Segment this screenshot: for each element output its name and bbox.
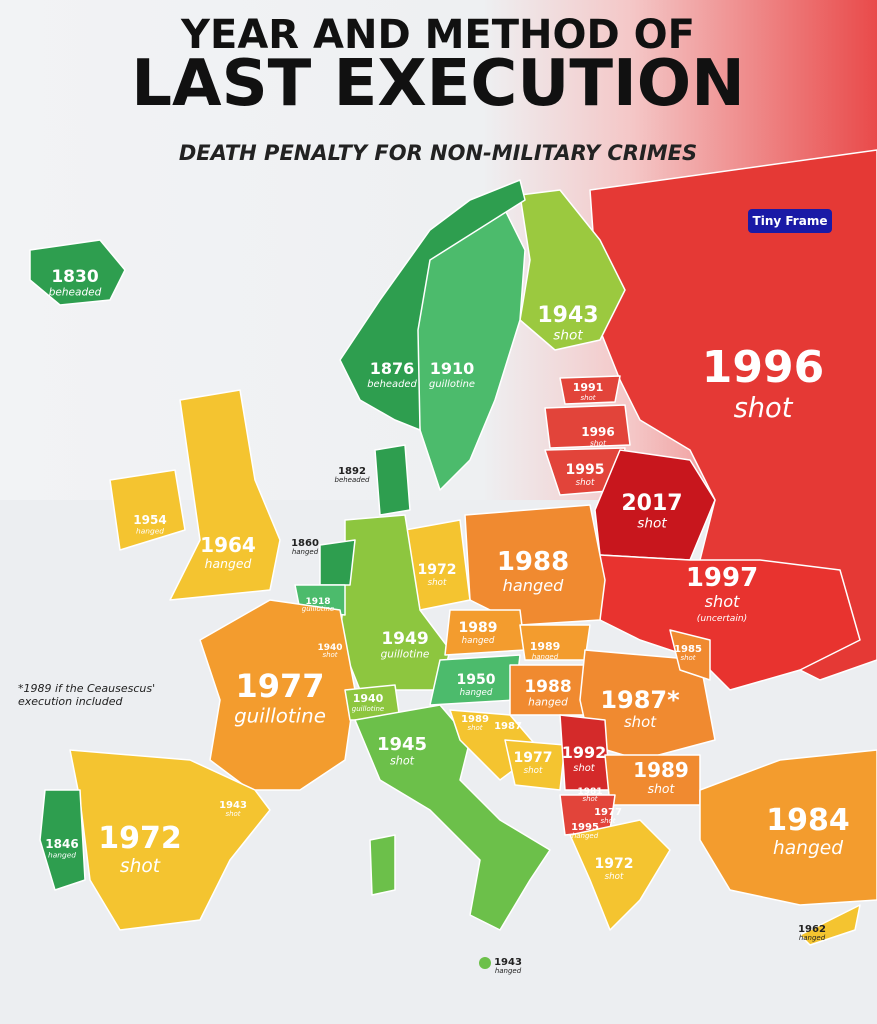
label-year: 1985 [674, 644, 702, 655]
label-method: shot [648, 781, 676, 796]
label-year: 1892 [338, 466, 366, 477]
label-method: shot [524, 766, 543, 776]
label-year: 1950 [457, 672, 496, 688]
badge-box [748, 209, 832, 233]
label-year: 1991 [573, 381, 604, 394]
label-method: hanged [799, 934, 826, 942]
label-method: shot [467, 724, 482, 732]
label-year: 1992 [562, 743, 607, 762]
title-line-1: YEAR AND METHOD OF [180, 12, 695, 58]
label-year: 1984 [766, 803, 850, 838]
label-year: 1989 [461, 714, 489, 725]
label-year: 1964 [200, 533, 256, 557]
label-method: hanged [48, 851, 76, 860]
countries [29, 149, 877, 969]
label-year: 1830 [51, 267, 98, 287]
label-year: 2017 [621, 491, 682, 516]
label-year: 1949 [381, 629, 428, 649]
footnote-box: *1989 if the Ceausescus' execution inclu… [18, 682, 156, 708]
label-year: 1977 [235, 667, 324, 705]
label-method: shot [580, 394, 595, 402]
label-method: hanged [528, 697, 568, 709]
label-method: shot [734, 393, 794, 424]
badge: Tiny Frame [753, 214, 828, 228]
label-method: shot [120, 856, 161, 877]
label-year: 1989 [633, 758, 689, 782]
label-year: 1962 [798, 924, 826, 935]
label-year: 1918 [305, 597, 330, 607]
label-note: (uncertain) [697, 614, 747, 624]
label-year: 1977 [514, 750, 553, 766]
label-method: shot [582, 795, 597, 803]
title-line-2: LAST EXECUTION [131, 47, 745, 121]
label-year: 1860 [291, 538, 319, 549]
label-method: beheaded [49, 287, 102, 299]
label-method: hanged [532, 653, 559, 661]
label-year: 1977 [594, 807, 622, 818]
label-year: 1940 [353, 692, 384, 705]
label-year: 1972 [98, 821, 182, 856]
label-method: hanged [495, 967, 522, 975]
label-year: 1981 [577, 787, 602, 797]
label-method: hanged [205, 556, 252, 571]
label-method: shot [322, 651, 337, 659]
label-year: 1972 [418, 562, 457, 578]
label-method: shot [605, 872, 624, 882]
label-method: guillotine [429, 379, 475, 390]
label-method: shot [680, 654, 695, 662]
label-year: 1996 [581, 425, 614, 439]
label-method: hanged [460, 688, 493, 698]
label-method: shot [576, 478, 595, 488]
label-year: 1910 [430, 359, 475, 378]
label-year: 1997 [686, 563, 758, 593]
label-year: 1989 [459, 620, 498, 636]
label-method: guillotine [352, 705, 384, 713]
label-method: shot [590, 439, 607, 448]
label-year: 1943 [494, 957, 522, 968]
label-method: beheaded [367, 379, 417, 390]
label-year: 1945 [377, 734, 427, 755]
label-method: hanged [503, 576, 564, 595]
label-method: shot [553, 328, 583, 344]
label-year: 1987 [494, 721, 522, 732]
footnote: *1989 if the Ceausescus' execution inclu… [18, 682, 156, 708]
label-year: 1989 [530, 640, 561, 653]
label-method: shot [428, 578, 447, 588]
subtitle: DEATH PENALTY FOR NON-MILITARY CRIMES [179, 141, 697, 165]
label-year: 1995 [571, 822, 599, 833]
label-method: shot [225, 810, 240, 818]
label-year: 1995 [566, 462, 605, 478]
label-year: 1988 [497, 547, 569, 577]
label-method: hanged [292, 548, 319, 556]
label-method: beheaded [335, 476, 371, 484]
label-year: 1972 [595, 856, 634, 872]
label-method: guillotine [234, 705, 326, 728]
label-method: guillotine [302, 605, 334, 613]
label-year: 1876 [370, 359, 415, 378]
label-method: shot [705, 592, 740, 611]
label-method: hanged [773, 838, 843, 859]
label-method: hanged [462, 636, 495, 646]
label-method: guillotine [381, 649, 430, 661]
label-year: 1940 [317, 643, 342, 653]
label-method: hanged [572, 832, 599, 840]
label-year: 1987* [600, 686, 680, 714]
label-method: shot [600, 817, 615, 825]
label-method: shot [390, 754, 415, 767]
label-year: 1996 [702, 342, 824, 393]
labels: 1830beheaded1943shot1996shot1876beheaded… [45, 267, 849, 975]
label-year: 1846 [45, 837, 78, 851]
label-method: shot [573, 763, 596, 774]
label-method: hanged [136, 527, 164, 536]
label-year: 1943 [537, 303, 598, 328]
label-year: 1988 [524, 677, 571, 697]
label-method: shot [624, 713, 657, 731]
label-year: 1954 [133, 513, 166, 527]
label-method: shot [637, 516, 667, 532]
label-year: 1943 [219, 800, 247, 811]
